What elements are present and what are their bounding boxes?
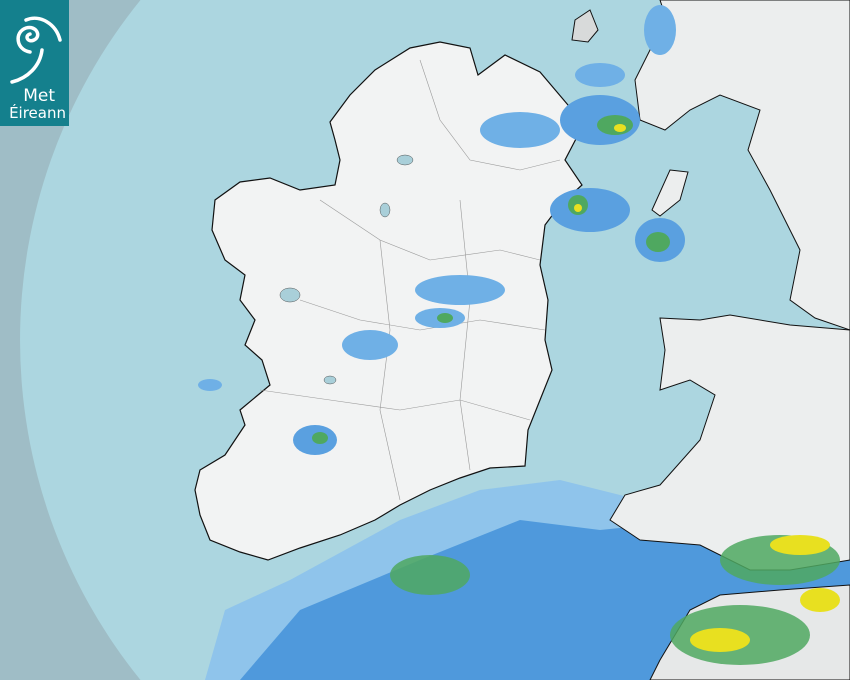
logo-text-eireann: Éireann [9,104,66,122]
county-borders [259,59,561,501]
met-eireann-logo: Met Éireann [0,0,69,126]
swirl-logo-icon [10,16,62,84]
rain-cells [198,5,840,665]
logo-text-met: Met [23,86,55,106]
land-scotland-england [634,0,850,331]
land-wales [609,314,850,571]
land-ireland [194,41,583,561]
land-islay [571,9,599,43]
land-isle-of-man [651,169,689,217]
lakes [279,154,414,385]
